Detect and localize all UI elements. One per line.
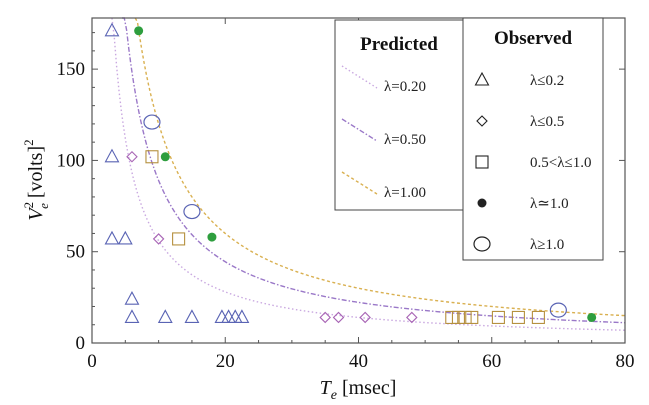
axis-ticks: 0 20 40 60 80 0 50 100 150: [57, 18, 635, 372]
predicted-legend-line: [341, 118, 378, 142]
predicted-legend-label: λ=0.50: [384, 132, 426, 148]
predicted-legend-box: [334, 19, 464, 211]
data-point: [531, 310, 545, 324]
observed-legend-marker: [473, 236, 491, 252]
observed-legend-marker: [476, 115, 488, 127]
x-axis-title: Te [msec]: [320, 377, 397, 403]
data-point: [319, 311, 331, 324]
predicted-curve-2: [134, 17, 626, 317]
data-point: [172, 232, 186, 246]
x-tick-label: 60: [482, 351, 501, 372]
data-point: [183, 203, 201, 220]
data-point: [491, 310, 505, 324]
x-axis-unit: [msec]: [342, 377, 396, 399]
data-point: [359, 311, 371, 324]
y-tick-label: 100: [57, 150, 86, 171]
observed-legend-marker: [475, 155, 489, 169]
data-point: [207, 232, 217, 242]
x-tick-label: 40: [349, 351, 368, 372]
data-point: [184, 309, 200, 323]
y-axis-unit-sup: 2: [21, 139, 36, 146]
data-point: [445, 310, 459, 324]
observed-legend-marker: [474, 71, 490, 86]
data-point: [143, 114, 161, 130]
x-tick-label: 0: [87, 351, 97, 372]
data-point: [227, 309, 243, 323]
data-point: [152, 233, 165, 245]
x-tick-label: 80: [616, 351, 635, 372]
observed-legend: Observed λ≤0.2 λ≤0.5 0.5<λ≤1.0 λ≃1.0 λ≥1.0: [462, 17, 604, 261]
predicted-legend-items: λ=0.20 λ=0.50 λ=1.00: [341, 65, 426, 201]
data-point: [332, 311, 345, 324]
data-point: [104, 22, 120, 37]
y-tick-label: 150: [57, 59, 86, 80]
y-axis-unit: [volts]: [25, 146, 47, 198]
predicted-legend: Predicted λ=0.20 λ=0.50 λ=1.00: [334, 19, 464, 211]
y-axis-var-sup: 2: [21, 202, 36, 209]
y-tick-label: 50: [66, 242, 85, 263]
predicted-legend-line: [341, 65, 378, 89]
x-tick-label: 20: [216, 351, 235, 372]
observed-legend-label: λ≤0.2: [530, 73, 564, 89]
data-point: [511, 310, 525, 324]
data-point: [234, 309, 250, 323]
data-point: [451, 310, 465, 324]
data-point: [465, 310, 479, 324]
y-axis-var-sub: e: [36, 203, 51, 209]
data-point: [124, 291, 140, 305]
observed-legend-label: λ≃1.0: [530, 196, 569, 212]
x-axis-var: T: [320, 377, 333, 399]
data-point: [104, 148, 120, 163]
data-point: [104, 230, 120, 245]
data-point: [214, 309, 230, 323]
data-point: [587, 312, 597, 322]
plot-content: [104, 17, 626, 331]
data-point: [134, 26, 144, 36]
y-axis-var: V: [25, 206, 47, 221]
y-tick-label: 0: [76, 333, 86, 354]
observed-legend-box: [462, 17, 604, 261]
observed-legend-label: λ≥1.0: [530, 237, 564, 253]
data-point: [549, 302, 567, 318]
data-point: [406, 311, 418, 324]
predicted-legend-title: Predicted: [360, 34, 438, 55]
data-point: [160, 152, 170, 162]
x-axis-var-sub: e: [331, 388, 337, 403]
data-point: [458, 310, 472, 324]
data-point: [145, 150, 159, 164]
data-point: [157, 309, 173, 323]
predicted-legend-label: λ=0.20: [384, 79, 426, 95]
observed-legend-marker: [477, 198, 487, 208]
observed-legend-label: λ≤0.5: [530, 114, 564, 130]
data-point: [117, 230, 133, 245]
observed-legend-items: λ≤0.2 λ≤0.5 0.5<λ≤1.0 λ≃1.0 λ≥1.0: [473, 71, 591, 253]
data-point: [126, 150, 138, 163]
predicted-curve-1: [121, 17, 626, 324]
predicted-legend-label: λ=1.00: [384, 185, 426, 201]
observed-legend-label: 0.5<λ≤1.0: [530, 155, 591, 171]
observed-legend-title: Observed: [494, 28, 573, 49]
data-point: [124, 309, 140, 323]
data-point: [221, 309, 237, 323]
y-axis-title: V2e [volts]2: [21, 139, 51, 220]
predicted-legend-line: [341, 171, 378, 195]
